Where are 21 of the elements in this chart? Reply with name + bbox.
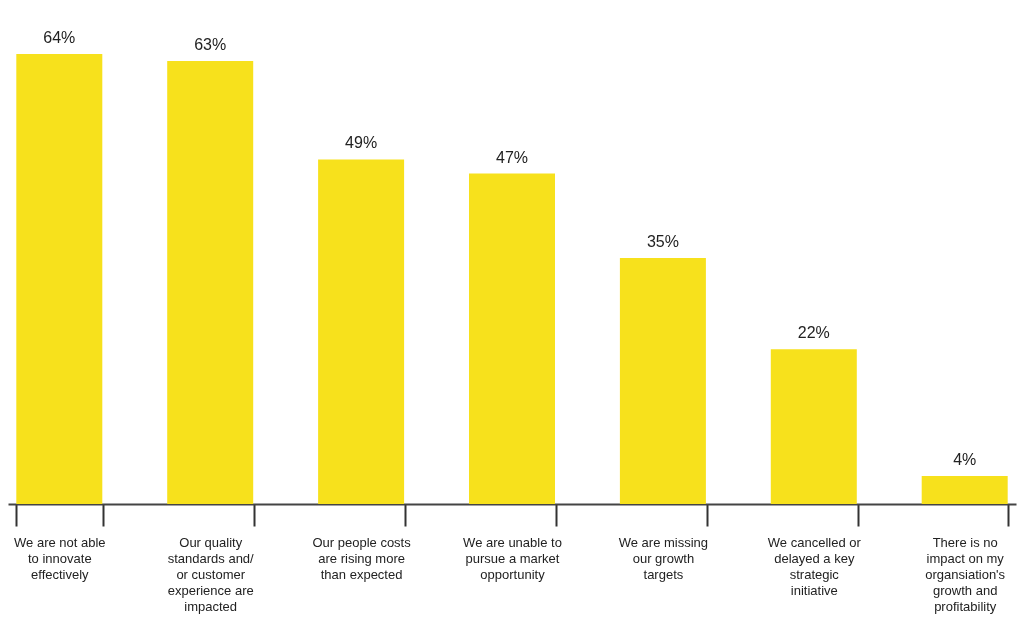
bar [16,54,103,504]
data-label: 4% [953,450,977,468]
data-label: 63% [194,36,227,54]
data-label: 47% [495,148,529,166]
x-tick-label: We are unable to pursue a market opportunity [463,534,562,582]
bar [318,159,405,504]
bar [619,257,706,504]
bar [469,173,555,504]
x-tick-label: We cancelled or delayed a key strategic initiative [767,534,862,598]
data-label: 64% [43,29,76,46]
x-tick-label: We are not able to innovate effectively [14,534,106,582]
bar [167,61,254,504]
data-label: 49% [345,134,378,152]
x-tick-label: There is no impact on my organsiation's growth and profitability [925,534,1006,614]
bar [770,349,857,504]
data-label: 35% [646,232,679,250]
data-label: 22% [797,324,830,342]
x-tick-label: Our people costs are rising more than expected [312,534,412,582]
x-tick-label: We are missing our growth targets [618,534,709,582]
bar [921,475,1008,504]
x-tick-label: Our quality standards and/ or customer experience are impacted [167,534,255,614]
